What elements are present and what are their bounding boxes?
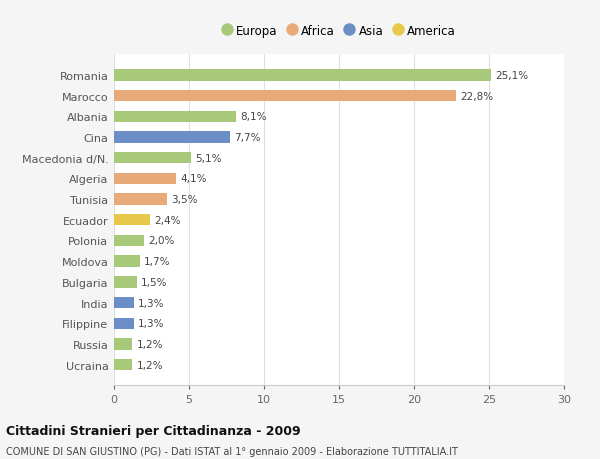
- Text: COMUNE DI SAN GIUSTINO (PG) - Dati ISTAT al 1° gennaio 2009 - Elaborazione TUTTI: COMUNE DI SAN GIUSTINO (PG) - Dati ISTAT…: [6, 446, 458, 456]
- Text: 1,3%: 1,3%: [138, 298, 164, 308]
- Text: 2,0%: 2,0%: [149, 236, 175, 246]
- Text: 1,3%: 1,3%: [138, 319, 164, 329]
- Bar: [114, 132, 229, 143]
- Bar: [114, 70, 491, 81]
- Text: 3,5%: 3,5%: [171, 195, 197, 205]
- Text: 7,7%: 7,7%: [234, 133, 260, 143]
- Bar: [114, 112, 235, 123]
- Bar: [114, 339, 132, 350]
- Bar: [114, 215, 150, 226]
- Text: 1,5%: 1,5%: [141, 277, 167, 287]
- Text: 1,2%: 1,2%: [137, 360, 163, 370]
- Text: 4,1%: 4,1%: [180, 174, 206, 184]
- Bar: [114, 235, 144, 246]
- Text: Cittadini Stranieri per Cittadinanza - 2009: Cittadini Stranieri per Cittadinanza - 2…: [6, 425, 301, 437]
- Bar: [114, 91, 456, 102]
- Text: 22,8%: 22,8%: [461, 91, 494, 101]
- Bar: [114, 153, 191, 164]
- Bar: [114, 194, 167, 205]
- Bar: [114, 318, 133, 329]
- Bar: [114, 256, 139, 267]
- Text: 2,4%: 2,4%: [155, 215, 181, 225]
- Bar: [114, 277, 137, 288]
- Text: 1,7%: 1,7%: [144, 257, 170, 267]
- Bar: [114, 297, 133, 308]
- Text: 5,1%: 5,1%: [195, 153, 221, 163]
- Legend: Europa, Africa, Asia, America: Europa, Africa, Asia, America: [218, 21, 460, 41]
- Text: 25,1%: 25,1%: [495, 71, 528, 81]
- Bar: [114, 359, 132, 370]
- Bar: [114, 174, 176, 185]
- Text: 1,2%: 1,2%: [137, 339, 163, 349]
- Text: 8,1%: 8,1%: [240, 112, 266, 122]
